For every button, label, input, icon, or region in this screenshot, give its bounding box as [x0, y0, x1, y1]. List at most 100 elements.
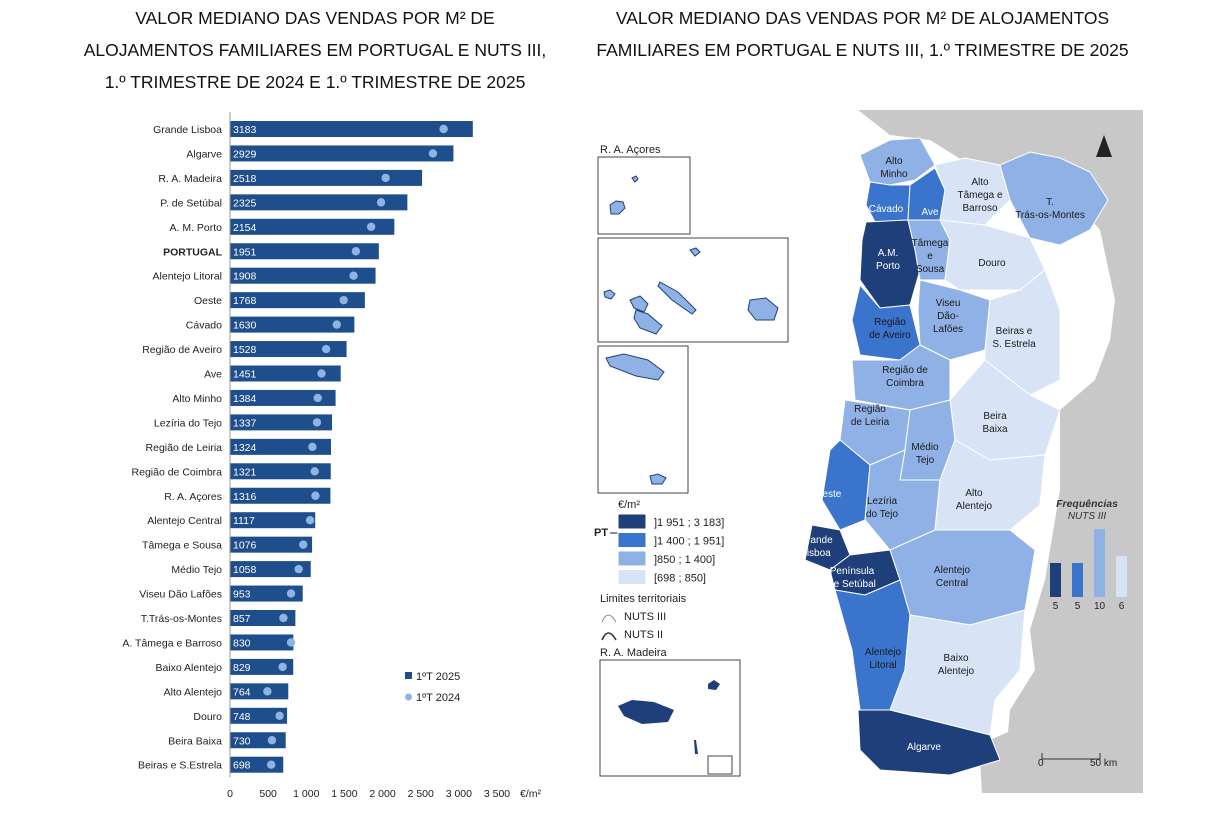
- azores-island: [605, 353, 665, 381]
- bar-2025: [230, 365, 341, 382]
- azores-island: [689, 247, 701, 257]
- bar-value-label: 829: [233, 662, 251, 674]
- azores-inset-frame-1: [597, 156, 691, 235]
- bar-value-label: 730: [233, 735, 251, 747]
- category-label: Alentejo Central: [147, 515, 222, 527]
- point-2024: [317, 369, 326, 378]
- azores-island: [603, 289, 616, 300]
- point-2024: [286, 638, 296, 647]
- category-label: Alto Alentejo: [164, 686, 223, 698]
- spain-land: [858, 110, 1143, 793]
- frequency-value-label: 6: [1119, 601, 1125, 612]
- bar-2025: [230, 512, 316, 529]
- bar-value-label: 1768: [233, 295, 257, 307]
- selvagens-box: [707, 755, 733, 775]
- scale-bar: 0 50 km: [1038, 753, 1117, 769]
- azores-island: [657, 281, 697, 315]
- bar-2025: [230, 634, 294, 651]
- legend-swatch: [617, 550, 647, 567]
- label-baixo-alentejo: Baixo Alentejo: [938, 653, 975, 677]
- bar-value-label: 1076: [233, 540, 257, 552]
- point-2024: [267, 736, 277, 745]
- x-tick-label: 1 500: [331, 788, 357, 800]
- bar-2025: [230, 561, 311, 578]
- bar-value-label: 857: [233, 613, 251, 625]
- nuts2-line-icon: [601, 632, 617, 641]
- scale-zero: 0: [1038, 758, 1044, 769]
- bar-chart-title-line-3: 1.º TRIMESTRE DE 2024 E 1.º TRIMESTRE DE…: [104, 72, 526, 92]
- frequency-chart: Frequências NUTS III 5 5 10 6: [1050, 498, 1127, 612]
- bar-value-label: 2154: [233, 222, 257, 234]
- x-tick-label: 500: [259, 788, 277, 800]
- label-leiria: Região de Leiria: [851, 404, 890, 428]
- bar-value-label: 1630: [233, 320, 257, 332]
- category-label: P. de Setúbal: [160, 197, 222, 209]
- bar-2025: [230, 194, 408, 211]
- point-2024: [376, 198, 386, 207]
- bar-2025: [230, 707, 288, 724]
- category-label: Região de Aveiro: [142, 344, 222, 356]
- bar-value-label: 1384: [233, 393, 257, 405]
- point-2024: [310, 467, 319, 476]
- category-label: A. M. Porto: [169, 222, 222, 234]
- scale-distance: 50 km: [1090, 758, 1117, 769]
- bar-value-label: 1337: [233, 417, 257, 429]
- category-label: Alto Minho: [172, 393, 222, 405]
- point-2024: [313, 393, 322, 403]
- bar-value-label: 1528: [233, 344, 257, 356]
- bar-value-label: 1117: [233, 515, 255, 527]
- frequency-bar: [1072, 563, 1083, 597]
- point-2024: [294, 564, 303, 574]
- category-label: PORTUGAL: [163, 246, 223, 258]
- legend-point-swatch: [405, 693, 412, 701]
- category-label: Oeste: [194, 295, 222, 307]
- point-2024: [311, 491, 320, 500]
- frequency-bar: [1094, 529, 1105, 597]
- point-2024: [305, 516, 315, 525]
- category-label: T.Trás-os-Montes: [141, 613, 222, 625]
- label-setubal: Península de Setúbal: [828, 566, 876, 590]
- label-oeste: Oeste: [815, 489, 842, 500]
- bar-value-label: 1451: [233, 369, 257, 381]
- point-2024: [321, 344, 331, 354]
- legend-swatch: [617, 513, 647, 530]
- category-label: Grande Lisboa: [153, 124, 222, 136]
- bar-2025: [230, 218, 395, 235]
- x-tick-label: 1 000: [293, 788, 319, 800]
- label-viseu: Viseu Dão-Lafões: [933, 298, 963, 335]
- point-2024: [351, 247, 361, 256]
- label-beiras-estrela: Beiras e S. Estrela: [992, 326, 1036, 350]
- bar-2025: [230, 341, 347, 358]
- region-algarve: [857, 709, 1001, 776]
- label-douro: Douro: [978, 258, 1006, 269]
- region-beiras-estrela: [984, 269, 1061, 396]
- point-2024: [279, 613, 288, 623]
- frequency-bar: [1116, 556, 1127, 597]
- category-label: A. Tâmega e Barroso: [122, 637, 222, 649]
- legend-label-2025: 1ºT 2025: [416, 671, 460, 683]
- label-tras-os-montes: T. Trás-os-Montes: [1015, 197, 1085, 221]
- bar-2025: [230, 316, 355, 333]
- region-labels: Alto Minho Cávado Ave Alto Tâmega e Barroso…: [799, 156, 1085, 753]
- label-tamega-sousa: Tâmega e Sousa: [912, 238, 949, 275]
- azores-island: [631, 175, 639, 183]
- x-tick-label: 3 000: [446, 788, 472, 800]
- label-alentejo-litoral: Alentejo Litoral: [865, 647, 902, 671]
- point-2024: [381, 173, 390, 183]
- bar-2025: [230, 121, 473, 137]
- region-viseu: [917, 279, 991, 361]
- frequency-chart-subtitle: NUTS III: [1068, 511, 1107, 522]
- point-2024: [428, 149, 438, 158]
- mainland-map: [804, 110, 1143, 793]
- bar-value-label: 748: [233, 711, 251, 723]
- madeira-inset-frame: [599, 659, 741, 777]
- point-2024: [286, 589, 296, 598]
- azores-inset-label: R. A. Açores: [600, 144, 661, 156]
- frequency-value-label: 5: [1075, 601, 1081, 612]
- point-2024: [339, 295, 348, 305]
- label-algarve: Algarve: [907, 742, 941, 753]
- region-coimbra: [851, 344, 951, 411]
- porto-santo-island: [708, 680, 720, 690]
- bar-chart-title: VALOR MEDIANO DAS VENDAS POR M² DE ALOJA…: [60, 2, 570, 98]
- bar-2025: [230, 536, 313, 553]
